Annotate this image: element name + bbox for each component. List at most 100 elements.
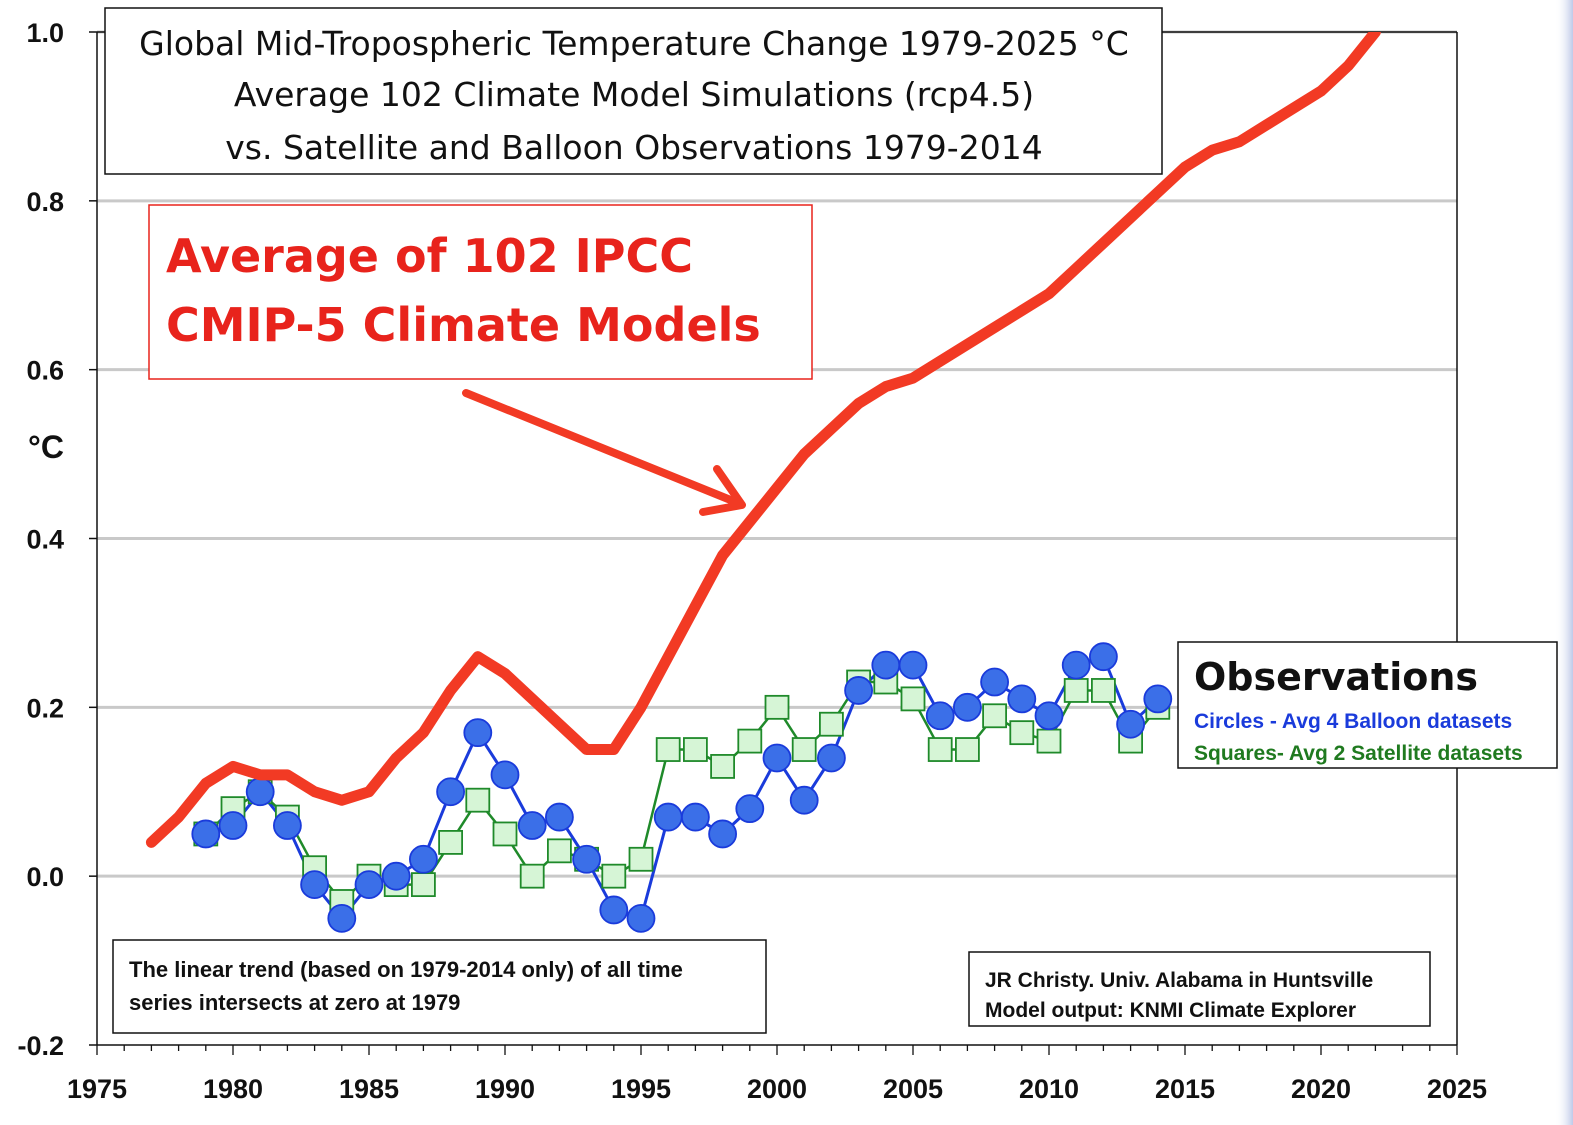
satellite-point <box>438 830 464 855</box>
trend-note-line-2: series intersects at zero at 1979 <box>129 990 460 1015</box>
satellite-point <box>628 846 654 872</box>
balloon-point <box>599 895 629 925</box>
balloon-point <box>381 861 411 891</box>
callout-line-2: CMIP-5 Climate Models <box>166 298 761 352</box>
balloon-point <box>245 777 275 807</box>
y-tick-label: 0.0 <box>26 862 64 892</box>
balloon-point <box>436 777 466 807</box>
credit-line-2: Model output: KNMI Climate Explorer <box>985 999 1356 1022</box>
credit-box <box>968 951 1431 1027</box>
chart-title-line-1: Global Mid-Tropospheric Temperature Chan… <box>139 24 1129 63</box>
satellite-point <box>465 787 491 813</box>
balloon-point <box>980 667 1009 697</box>
y-tick-label: 0.4 <box>26 525 64 555</box>
balloon-point <box>490 760 520 790</box>
satellite-point <box>1063 678 1089 703</box>
balloon-point <box>327 903 357 933</box>
callout-arrow-shaft <box>462 389 742 507</box>
balloon-point <box>681 802 710 832</box>
satellite-point <box>655 737 681 762</box>
legend-entry-satellite: Squares- Avg 2 Satellite datasets <box>1194 742 1523 765</box>
y-axis-label: °C <box>28 429 64 465</box>
legend-title: Observations <box>1194 655 1478 699</box>
model-average-line <box>145 32 1381 848</box>
satellite-point <box>764 694 790 720</box>
legend-box <box>1177 641 1558 769</box>
credit-line-1: JR Christy. Univ. Alabama in Huntsville <box>985 969 1373 992</box>
satellite-point <box>683 737 708 762</box>
credit-note: JR Christy. Univ. Alabama in Huntsville … <box>968 951 1431 1027</box>
callout-line-1: Average of 102 IPCC <box>166 229 693 283</box>
model-callout: Average of 102 IPCC CMIP-5 Climate Model… <box>148 204 813 516</box>
satellite-point <box>737 728 763 754</box>
balloon-point <box>653 802 683 832</box>
title-box-frame <box>104 7 1163 175</box>
window-edge <box>1555 0 1573 1125</box>
satellite-point <box>1036 728 1062 754</box>
chart-title-line-3: vs. Satellite and Balloon Observations 1… <box>225 128 1042 167</box>
callout-box <box>148 204 813 380</box>
balloon-point <box>517 811 547 840</box>
balloon-point <box>408 844 438 874</box>
title-box: Global Mid-Tropospheric Temperature Chan… <box>104 7 1163 175</box>
x-tick-label: 2005 <box>883 1074 943 1104</box>
balloon-point <box>354 870 384 900</box>
trend-note-line-1: The linear trend (based on 1979-2014 onl… <box>129 957 683 982</box>
satellite-point <box>547 838 572 864</box>
satellite-point <box>410 872 436 898</box>
y-tick-label: 0.8 <box>26 187 64 217</box>
balloon-point <box>272 811 302 840</box>
satellite-point <box>819 711 844 737</box>
satellite-point <box>601 863 627 889</box>
trend-note: The linear trend (based on 1979-2014 onl… <box>112 939 767 1034</box>
balloon-point <box>817 743 846 773</box>
satellite-point <box>927 737 953 762</box>
satellite-point <box>1009 720 1035 746</box>
balloon-point <box>762 743 792 773</box>
callout-arrow-head <box>699 465 746 516</box>
balloon-point <box>844 676 873 705</box>
balloon-point <box>953 692 982 722</box>
balloon-point <box>1007 684 1037 714</box>
balloon-point <box>1034 701 1064 731</box>
balloon-point <box>735 794 765 824</box>
balloon-point <box>626 903 656 933</box>
satellite-point <box>955 737 980 762</box>
x-tick-label: 2015 <box>1155 1074 1215 1104</box>
x-tick-label: 2025 <box>1427 1074 1487 1104</box>
balloon-point <box>300 870 330 900</box>
y-tick-labels: 1.0 0.8 0.6 0.4 0.2 0.0 -0.2 <box>17 18 64 1061</box>
chart-title-line-2: Average 102 Climate Model Simulations (r… <box>234 75 1034 114</box>
x-tick-label: 2000 <box>747 1074 807 1104</box>
satellite-point <box>791 737 817 762</box>
balloon-point <box>1089 642 1118 672</box>
balloon-point <box>925 701 955 731</box>
y-tick-label: 0.6 <box>26 356 64 386</box>
balloon-point <box>463 718 493 748</box>
x-tick-label: 1995 <box>611 1074 671 1104</box>
x-tick-label: 2020 <box>1291 1074 1351 1104</box>
satellite-point <box>982 703 1007 729</box>
balloon-point <box>708 819 737 849</box>
balloon-point <box>789 785 819 815</box>
series-layer <box>145 32 1381 933</box>
x-tick-label: 1975 <box>67 1074 127 1104</box>
x-tick-label: 2010 <box>1019 1074 1079 1104</box>
y-tick-label: 1.0 <box>26 18 64 48</box>
balloon-point <box>218 811 248 840</box>
balloon-point <box>191 819 221 849</box>
balloon-point <box>898 650 928 680</box>
x-tick-label: 1980 <box>203 1074 263 1104</box>
satellite-point <box>519 863 545 889</box>
legend: Observations Circles - Avg 4 Balloon dat… <box>1177 641 1558 769</box>
balloon-point <box>871 650 901 680</box>
trend-note-box <box>112 939 767 1034</box>
balloon-point <box>545 802 574 832</box>
balloon-point <box>572 844 601 874</box>
x-tick-label: 1990 <box>475 1074 535 1104</box>
balloon-point <box>1061 650 1091 680</box>
satellite-point <box>1091 678 1116 703</box>
y-tick-label: 0.2 <box>26 693 64 723</box>
